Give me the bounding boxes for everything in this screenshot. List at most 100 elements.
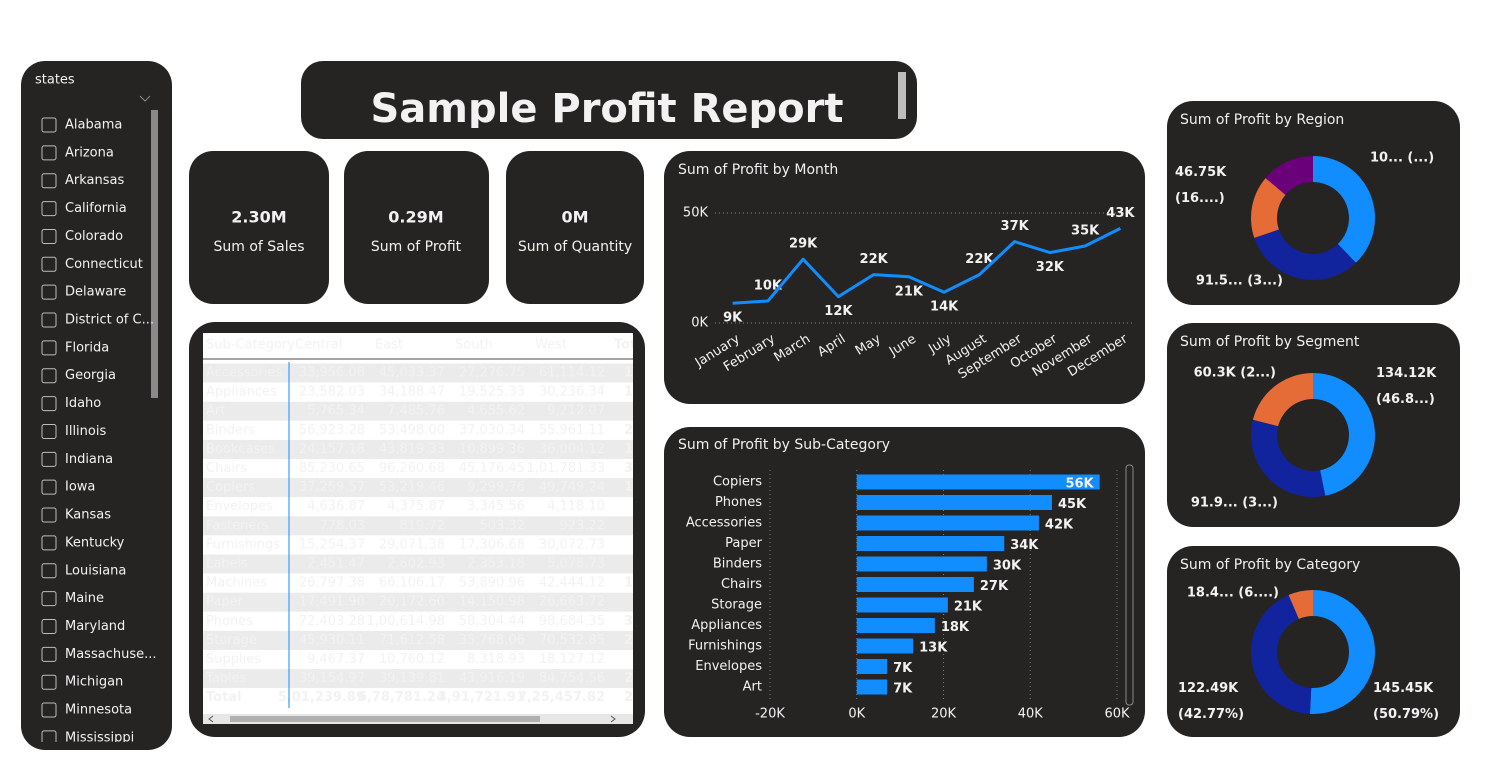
slicer-item[interactable]: Iowa	[65, 480, 95, 495]
column-header: West	[535, 338, 567, 353]
data-label: 21K	[895, 284, 924, 299]
slicer-item[interactable]: Idaho	[65, 396, 101, 411]
checkbox[interactable]	[41, 284, 57, 300]
slicer-item[interactable]: Georgia	[65, 368, 116, 383]
card-value: 2.30M	[231, 208, 286, 227]
table-cell: Copiers	[206, 480, 255, 495]
checkbox[interactable]	[41, 173, 57, 189]
slicer-item[interactable]: Arkansas	[65, 173, 124, 188]
table-cell: 1,01,781.33	[526, 461, 605, 476]
table-row	[203, 420, 633, 440]
table-cell: 30,236.34	[539, 385, 605, 400]
table-cell: 6,78,781.24	[358, 690, 445, 705]
data-label: 91.9... (3...)	[1191, 496, 1278, 511]
checkbox[interactable]	[41, 368, 57, 384]
checkbox[interactable]	[41, 201, 57, 217]
slicer-item[interactable]: Indiana	[65, 452, 113, 467]
data-label: 60.3K (2...)	[1194, 366, 1276, 381]
checkbox[interactable]	[41, 256, 57, 272]
table-cell: 85,230.65	[299, 461, 365, 476]
slicer-item[interactable]: Colorado	[65, 229, 123, 244]
table-cell: 23,582.03	[299, 385, 365, 400]
data-label: 43K	[1106, 206, 1135, 221]
x-tick-label: 0K	[848, 707, 865, 722]
data-label: 18.4... (6....)	[1187, 586, 1279, 601]
slicer-item[interactable]: Connecticut	[65, 257, 143, 272]
bar	[856, 515, 1039, 531]
checkbox[interactable]	[41, 228, 57, 244]
bar	[856, 618, 935, 633]
checkbox[interactable]	[41, 451, 57, 467]
y-tick-label: Accessories	[686, 516, 762, 531]
table-row	[203, 630, 633, 650]
table-row	[203, 363, 633, 383]
table-cell: 9,212.07	[547, 404, 605, 419]
slicer-item[interactable]: Illinois	[65, 424, 106, 439]
checkbox[interactable]	[41, 145, 57, 161]
table-cell: 1,00,614.98	[366, 614, 445, 629]
checkbox[interactable]	[41, 340, 57, 356]
slicer-item[interactable]: California	[65, 201, 127, 216]
table-cell: 4,375.87	[387, 499, 445, 514]
dropdown-chevron[interactable]	[139, 95, 151, 102]
data-label: 134.12K (46.8...)	[1376, 366, 1441, 407]
table-cell: Appliances	[206, 385, 277, 400]
checkbox[interactable]	[41, 396, 57, 412]
checkbox[interactable]	[41, 423, 57, 439]
table-cell: 3,91,721.91	[438, 690, 525, 705]
slicer-item[interactable]: District of C...	[65, 313, 154, 328]
table-cell: 43,819.33	[379, 442, 445, 457]
slicer-item[interactable]: Louisiana	[65, 563, 126, 578]
data-label: 145.45K (50.79%)	[1373, 681, 1439, 722]
y-tick-label: Chairs	[721, 577, 762, 592]
table-cell: 66,106.17	[379, 576, 445, 591]
slicer-item[interactable]: Kansas	[65, 508, 111, 523]
slicer-item[interactable]: Florida	[65, 340, 109, 355]
table-cell: 5,078.73	[547, 557, 605, 572]
checkbox[interactable]	[41, 646, 57, 662]
slicer-item[interactable]: Massachuse...	[65, 647, 157, 662]
data-label: 22K	[860, 252, 889, 267]
checkbox[interactable]	[41, 674, 57, 690]
scrollbar[interactable]	[151, 110, 158, 398]
checkbox[interactable]	[41, 618, 57, 634]
table-row	[203, 592, 633, 612]
data-label: 27K	[980, 579, 1009, 594]
x-tick-label: 20K	[931, 707, 957, 722]
checkbox[interactable]	[41, 563, 57, 579]
slicer-item[interactable]: Kentucky	[65, 535, 125, 550]
slicer-item[interactable]: Maryland	[65, 619, 125, 634]
table-cell: 33,956.08	[299, 366, 365, 381]
checkbox[interactable]	[41, 730, 57, 745]
checkbox[interactable]	[41, 591, 57, 607]
scrollbar[interactable]	[1125, 464, 1134, 706]
checkbox[interactable]	[41, 507, 57, 523]
slicer-item[interactable]: Delaware	[65, 285, 126, 300]
slicer-item[interactable]: Arizona	[65, 145, 114, 160]
table-cell: 43,916.19	[459, 671, 525, 686]
data-label: 56K	[1065, 477, 1094, 492]
slicer-item[interactable]: Minnesota	[65, 703, 132, 718]
slicer-item[interactable]: Mississippi	[65, 730, 134, 745]
slicer-item[interactable]: Alabama	[65, 118, 122, 133]
donut-slice	[1250, 595, 1312, 714]
table-cell: 7,485.76	[387, 404, 445, 419]
checkbox[interactable]	[41, 117, 57, 133]
checkbox[interactable]	[41, 312, 57, 328]
table-cell: 8,318.93	[467, 652, 525, 667]
checkbox[interactable]	[41, 535, 57, 551]
report-title: Sample Profit Report	[371, 86, 844, 132]
bar	[856, 638, 914, 654]
table-cell: 19,525.33	[459, 385, 525, 400]
checkbox[interactable]	[41, 702, 57, 718]
table-cell: 53,890.96	[459, 576, 525, 591]
table-cell: Envelopes	[206, 499, 273, 514]
slicer-item[interactable]: Maine	[65, 591, 104, 606]
table-cell: 1,	[624, 442, 638, 457]
checkbox[interactable]	[41, 479, 57, 495]
data-label: 29K	[789, 237, 818, 252]
scroll-arrow	[610, 715, 616, 723]
table-cell: 45,930.11	[299, 633, 365, 648]
slicer-item[interactable]: Michigan	[65, 675, 123, 690]
table-cell: 39,139.81	[379, 671, 445, 686]
